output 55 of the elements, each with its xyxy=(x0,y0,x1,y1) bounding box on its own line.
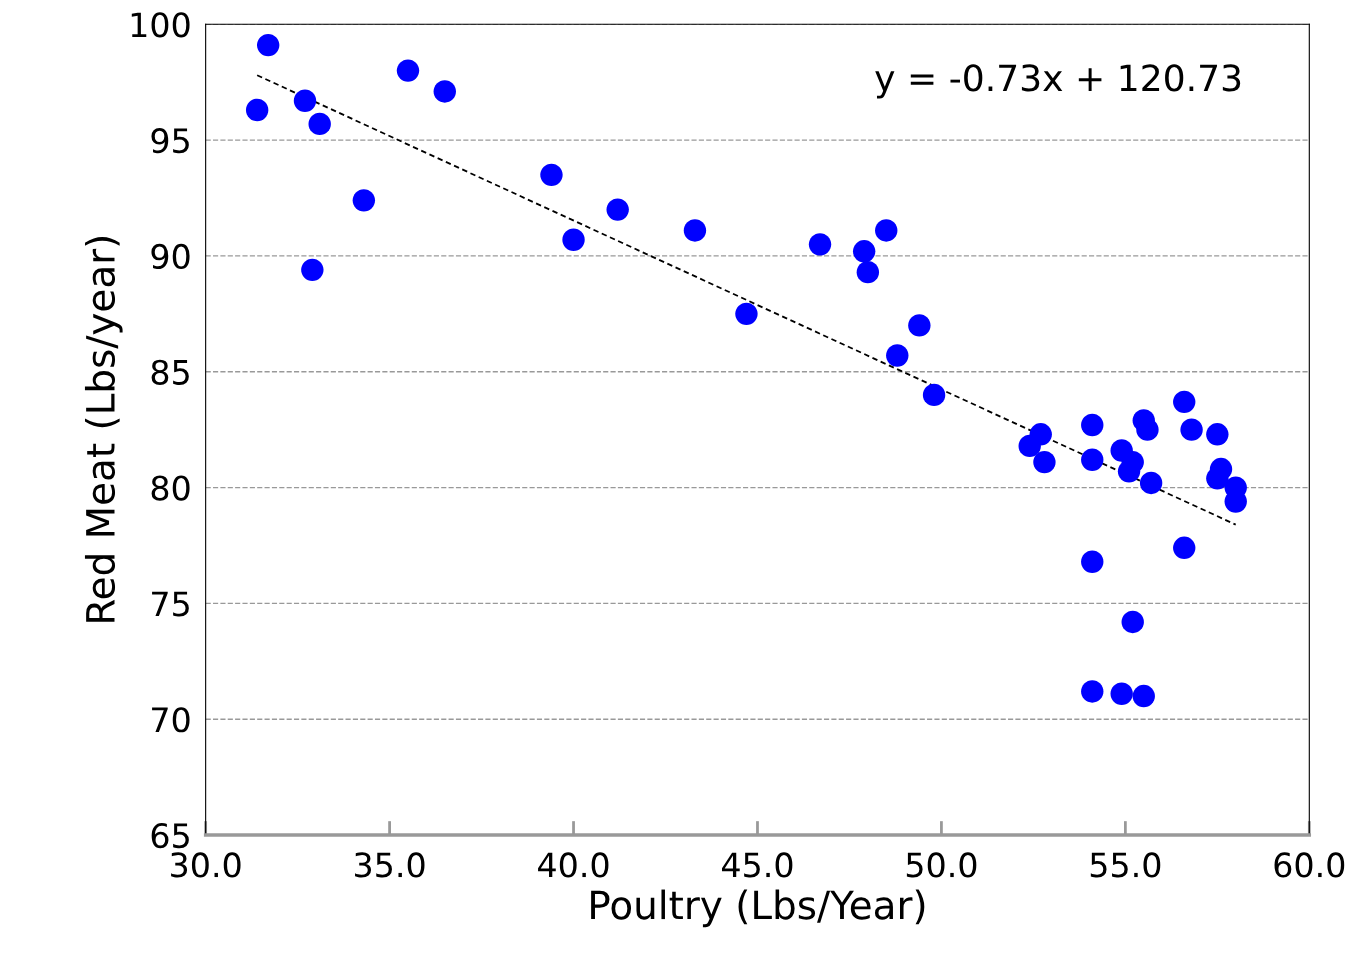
point xyxy=(1117,460,1141,483)
x-axis-title: Poultry (Lbs/Year) xyxy=(591,889,925,928)
point xyxy=(245,98,269,122)
x-tick-label: 35.0 xyxy=(355,852,425,878)
x-tick-label: 50.0 xyxy=(906,852,977,878)
point xyxy=(808,233,832,256)
y-tick-label: 85 xyxy=(151,359,189,385)
point xyxy=(1081,413,1104,437)
point xyxy=(908,314,931,337)
point xyxy=(1081,680,1104,703)
point xyxy=(875,219,898,242)
point xyxy=(735,302,758,326)
point xyxy=(886,344,909,367)
point xyxy=(683,219,707,242)
x-tick-label: 55.0 xyxy=(1090,852,1161,878)
point xyxy=(1136,418,1159,441)
point xyxy=(852,240,876,263)
point xyxy=(922,383,946,407)
point xyxy=(396,59,420,82)
y-tick-label: 95 xyxy=(151,128,189,154)
x-tick-label: 40.0 xyxy=(538,852,609,878)
point xyxy=(1033,450,1056,474)
y-tick-label: 100 xyxy=(131,12,190,38)
annotation: y = -0.73x + 120.73 xyxy=(875,64,1241,99)
point xyxy=(1081,550,1104,573)
y-tick-label: 70 xyxy=(152,707,190,733)
y-tick-label: 90 xyxy=(151,243,190,270)
y-tick-label: 65 xyxy=(151,822,189,849)
y-tick-label: 75 xyxy=(152,591,189,617)
point xyxy=(1110,682,1133,705)
point xyxy=(1173,536,1196,560)
point xyxy=(1206,467,1229,490)
y-tick-label: 80 xyxy=(151,475,190,501)
x-tick-label: 60.0 xyxy=(1274,852,1345,878)
point xyxy=(1081,448,1104,471)
point xyxy=(1139,471,1163,495)
x-tick-label: 45.0 xyxy=(722,852,793,878)
point xyxy=(606,198,629,221)
point xyxy=(856,260,880,284)
point xyxy=(256,33,280,57)
point xyxy=(293,89,317,112)
y-axis-title: Red Meat (Lbs/year) xyxy=(84,237,123,622)
point xyxy=(1121,610,1144,634)
point xyxy=(562,228,585,251)
point xyxy=(1029,423,1052,446)
point xyxy=(1180,418,1203,441)
point xyxy=(1132,684,1155,708)
x-tick-label: 30.0 xyxy=(171,852,241,878)
point xyxy=(352,189,376,212)
point xyxy=(540,163,563,187)
point xyxy=(1173,390,1196,414)
point xyxy=(433,80,456,103)
point xyxy=(301,258,324,282)
point xyxy=(1206,423,1229,446)
point xyxy=(308,112,331,136)
